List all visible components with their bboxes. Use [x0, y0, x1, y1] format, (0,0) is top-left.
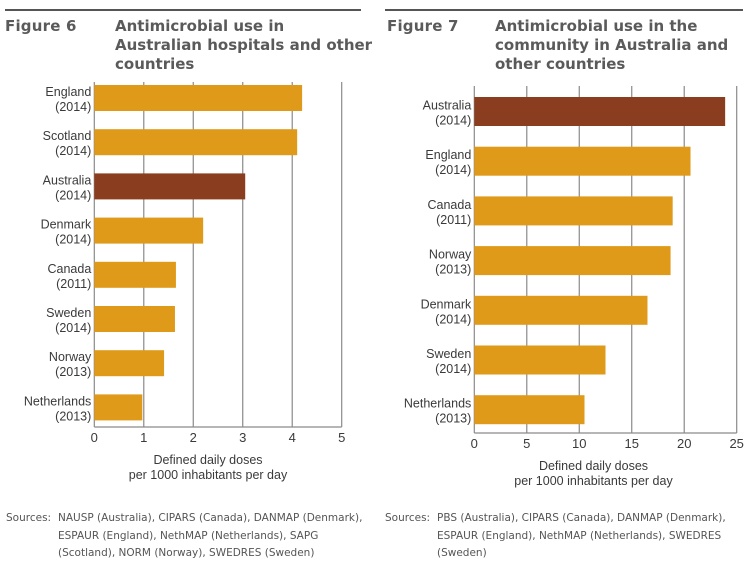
bar-canada: [474, 196, 673, 226]
x-tick-label: 3: [239, 430, 246, 445]
x-tick-label: 25: [729, 436, 743, 451]
top-rule: [5, 9, 361, 11]
x-tick-label: 5: [523, 436, 530, 451]
category-year-label: (2011): [436, 213, 471, 227]
category-year-label: (2014): [435, 312, 471, 326]
category-year-label: (2013): [435, 412, 471, 426]
category-year-label: (2014): [435, 163, 471, 177]
sources-text: NAUSP (Australia), CIPARS (Canada), DANM…: [58, 512, 363, 559]
x-tick-label: 5: [338, 430, 345, 445]
category-year-label: (2014): [55, 144, 91, 158]
x-axis-title: per 1000 inhabitants per day: [129, 468, 288, 482]
bar-scotland: [94, 129, 298, 156]
category-year-label: (2013): [55, 365, 91, 379]
figure-7-panel: Figure 7 Antimicrobial use in the commun…: [375, 0, 750, 583]
figure-6-panel: Figure 6 Antimicrobial use in Australian…: [5, 9, 373, 559]
category-label: Sweden: [46, 306, 91, 320]
x-tick-label: 2: [190, 430, 197, 445]
figure-title: Antimicrobial use in Australian hospital…: [115, 17, 373, 73]
x-tick-label: 20: [677, 436, 691, 451]
category-year-label: (2011): [56, 277, 91, 291]
category-year-label: (2014): [55, 188, 91, 202]
category-label: Netherlands: [24, 394, 91, 408]
x-tick-label: 15: [625, 436, 639, 451]
bar-norway: [94, 350, 165, 377]
category-year-label: (2013): [435, 263, 471, 277]
category-label: Denmark: [421, 297, 472, 311]
figure-number: Figure 7: [387, 17, 459, 35]
bar-netherlands: [94, 394, 143, 421]
category-label: Denmark: [41, 218, 92, 232]
bar-england: [94, 85, 303, 111]
figure-title: Antimicrobial use in the community in Au…: [495, 17, 729, 73]
bar-australia: [94, 173, 246, 200]
category-label: Norway: [429, 248, 472, 262]
category-year-label: (2013): [55, 409, 91, 423]
bar-england: [474, 146, 691, 176]
category-label: Canada: [48, 262, 92, 276]
x-tick-label: 10: [572, 436, 586, 451]
x-tick-label: 4: [289, 430, 296, 445]
bar-netherlands: [474, 395, 585, 425]
bar-denmark: [94, 217, 204, 244]
bar-sweden: [94, 306, 175, 332]
x-axis-title: Defined daily doses: [153, 453, 262, 467]
sources-label: Sources:: [385, 512, 431, 524]
top-rule: [385, 9, 743, 11]
bar-australia: [474, 97, 726, 126]
x-axis-title: per 1000 inhabitants per day: [514, 474, 673, 488]
category-label: Norway: [49, 350, 92, 364]
bar-sweden: [474, 345, 606, 375]
category-year-label: (2014): [55, 100, 91, 114]
sources-text: PBS (Australia), CIPARS (Canada), DANMAP…: [437, 512, 726, 559]
bar-canada: [94, 261, 176, 288]
hospital-use-bar-chart: England(2014)Scotland(2014)Australia(201…: [24, 82, 345, 482]
category-label: Sweden: [426, 347, 471, 361]
category-year-label: (2014): [55, 321, 91, 335]
category-label: England: [425, 148, 471, 162]
bar-denmark: [474, 295, 648, 325]
category-label: Canada: [428, 198, 472, 212]
category-label: Australia: [43, 173, 92, 187]
x-tick-label: 0: [91, 430, 98, 445]
x-axis-title: Defined daily doses: [539, 459, 648, 473]
x-tick-label: 0: [471, 436, 478, 451]
category-year-label: (2014): [435, 114, 471, 128]
x-tick-label: 1: [140, 430, 147, 445]
category-label: Netherlands: [404, 397, 471, 411]
community-use-bar-chart: Australia(2014)England(2014)Canada(2011)…: [404, 86, 744, 488]
bar-norway: [474, 246, 671, 276]
category-label: Scotland: [43, 129, 92, 143]
sources-label: Sources:: [6, 512, 52, 524]
category-year-label: (2014): [435, 362, 471, 376]
category-year-label: (2014): [55, 233, 91, 247]
category-label: England: [45, 85, 91, 99]
figure-number: Figure 6: [5, 17, 77, 35]
category-label: Australia: [423, 99, 472, 113]
